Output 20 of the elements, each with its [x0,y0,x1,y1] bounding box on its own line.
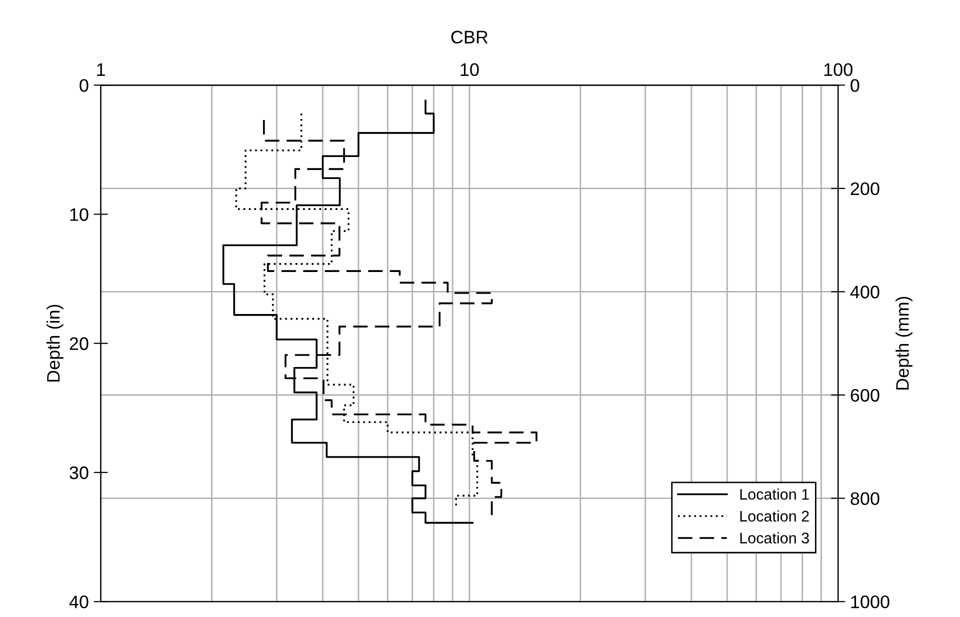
y2-tick-label: 1000 [851,596,890,608]
y2-tick-label: 0 [850,79,860,92]
y2-axis-title: Depth (mm) [896,296,912,390]
y2-tick-label: 400 [850,286,880,298]
y2-tick-label: 800 [850,492,880,506]
x-tick-label: 100 [824,63,852,76]
x-tick-label: 10 [460,63,479,76]
y-tick-label: 30 [70,466,88,480]
y2-tick-label: 600 [850,388,880,402]
x-axis-title: CBR [451,30,488,44]
y-tick-label: 0 [80,79,88,92]
y-axis-title: Depth (in) [46,304,64,382]
x-tick-label: 1 [97,63,105,76]
y-tick-label: 10 [70,208,88,221]
y-tick-label: 40 [69,596,88,608]
y2-tick-label: 200 [850,182,880,196]
legend-label: Location 2 [740,510,809,522]
legend-label: Location 3 [740,532,809,544]
legend-label: Location 1 [740,488,809,500]
y-tick-label: 20 [70,337,88,350]
